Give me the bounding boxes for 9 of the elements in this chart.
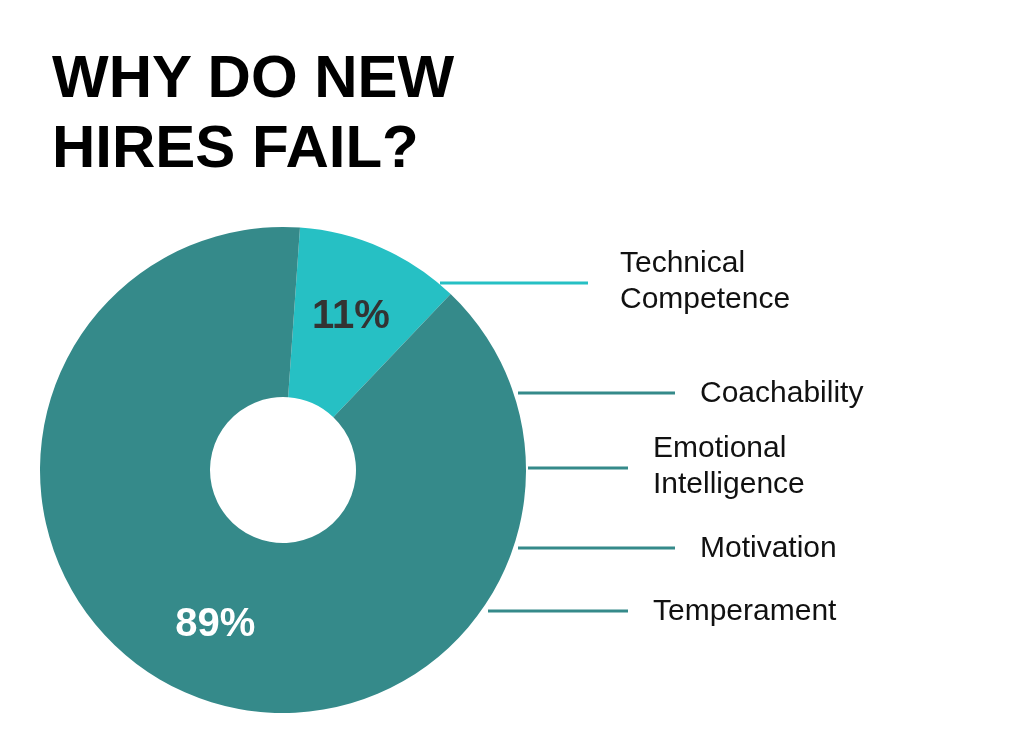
donut-slice bbox=[40, 227, 526, 713]
text: Emotional Intelligence bbox=[653, 430, 805, 499]
text: Temperament bbox=[653, 593, 838, 626]
slice-label: Technical Competence bbox=[620, 245, 791, 314]
text: Motivation bbox=[700, 530, 837, 563]
text: Coachability bbox=[700, 375, 864, 408]
data-label: 89% bbox=[175, 599, 256, 644]
data-label: 11% bbox=[311, 292, 390, 337]
chart-title: WHY DO NEW HIRES FAIL? bbox=[52, 43, 455, 180]
